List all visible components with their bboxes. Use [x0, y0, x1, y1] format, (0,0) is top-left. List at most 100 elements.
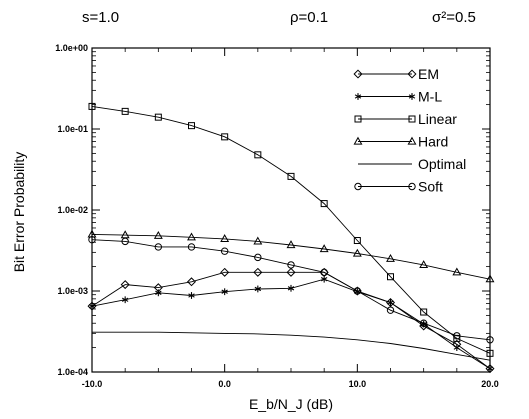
- data-point-m-l: [254, 285, 262, 293]
- param-sigma: σ²=0.5: [432, 9, 476, 26]
- legend-marker: [408, 115, 416, 123]
- data-point-hard: [452, 267, 462, 276]
- legend-marker: [407, 136, 417, 145]
- param-rho: ρ=0.1: [290, 9, 328, 26]
- data-point-hard: [419, 260, 429, 269]
- data-point-m-l: [387, 299, 394, 306]
- series-optimal: [92, 331, 491, 361]
- series-line-optimal: [92, 331, 491, 361]
- x-tick-label: 20.0: [481, 379, 499, 389]
- legend-label: EM: [418, 66, 439, 82]
- legend-entry-soft: Soft: [354, 179, 443, 195]
- legend-entry-m-l: M-L: [354, 89, 442, 105]
- data-point-linear: [154, 113, 162, 121]
- data-point-linear: [387, 273, 394, 281]
- data-point-m-l: [155, 289, 162, 297]
- data-point-linear: [420, 308, 428, 316]
- y-tick-label: 1.0e-04: [57, 367, 88, 377]
- data-point-em: [120, 280, 130, 290]
- data-point-linear: [320, 200, 328, 208]
- data-point-soft: [386, 306, 395, 314]
- data-point-hard: [153, 230, 163, 239]
- legend: EM M-L Linear Hard Optimal Soft: [353, 66, 466, 195]
- data-point-soft: [88, 235, 96, 244]
- data-point-linear: [353, 237, 361, 245]
- data-point-m-l: [188, 292, 195, 299]
- data-point-linear: [188, 122, 195, 130]
- data-point-soft: [121, 237, 129, 246]
- data-point-soft: [154, 243, 163, 251]
- legend-entry-em: EM: [353, 66, 439, 82]
- series-linear: [88, 102, 494, 357]
- data-point-hard: [253, 236, 263, 245]
- data-point-linear: [221, 133, 229, 141]
- series-line-m-l: [91, 278, 491, 369]
- data-point-soft: [254, 253, 262, 262]
- legend-label: Optimal: [418, 156, 466, 172]
- data-point-hard: [286, 240, 296, 249]
- data-point-soft: [287, 261, 295, 269]
- legend-entry-hard: Hard: [353, 134, 448, 150]
- data-point-em: [253, 267, 263, 277]
- data-point-linear: [121, 107, 129, 115]
- y-axis-label: Bit Error Probability: [11, 152, 27, 273]
- series-line-hard: [91, 233, 491, 280]
- param-s: s=1.0: [82, 9, 119, 26]
- data-point-linear: [88, 102, 96, 110]
- data-point-linear: [287, 172, 295, 180]
- data-point-m-l: [453, 344, 461, 352]
- data-point-m-l: [88, 302, 96, 310]
- x-tick-label: 10.0: [349, 379, 367, 389]
- y-tick-label: 1.0e-02: [57, 205, 88, 215]
- legend-entry-optimal: Optimal: [358, 156, 466, 172]
- legend-label: Hard: [418, 134, 448, 150]
- series-em: [87, 267, 495, 374]
- data-point-linear: [254, 151, 262, 159]
- y-tick-label: 1.0e-03: [57, 286, 88, 296]
- data-point-hard: [386, 253, 395, 262]
- data-point-soft: [486, 336, 494, 344]
- y-axis: 1.0e-04 1.0e-03 1.0e-02 1.0e-01 1.0e+00: [55, 43, 490, 377]
- data-point-m-l: [320, 275, 328, 283]
- data-point-hard: [485, 274, 495, 283]
- data-point-em: [220, 267, 230, 277]
- legend-label: Linear: [418, 111, 457, 127]
- series-line-soft: [91, 239, 491, 341]
- data-point-linear: [486, 349, 494, 357]
- data-point-hard: [187, 232, 196, 241]
- legend-marker: [354, 115, 362, 123]
- legend-marker: [353, 69, 363, 79]
- data-point-soft: [419, 319, 428, 327]
- legend-label: M-L: [418, 89, 442, 105]
- legend-label: Soft: [418, 179, 443, 195]
- data-point-soft: [353, 287, 362, 295]
- legend-marker: [408, 182, 416, 191]
- y-tick-label: 1.0e+00: [55, 43, 88, 53]
- series-layer: [87, 102, 495, 374]
- data-point-soft: [453, 332, 461, 340]
- x-tick-label: 0.0: [218, 379, 231, 389]
- x-tick-label: -10.0: [82, 379, 103, 389]
- data-point-m-l: [287, 284, 295, 292]
- data-point-m-l: [221, 288, 228, 296]
- data-point-hard: [352, 248, 362, 257]
- legend-marker: [354, 93, 362, 100]
- series-m-l: [88, 275, 494, 373]
- series-soft: [88, 235, 494, 344]
- y-tick-label: 1.0e-01: [57, 124, 88, 134]
- x-axis-label: E_b/N_J (dB): [249, 396, 333, 412]
- legend-marker: [354, 182, 362, 191]
- data-point-m-l: [121, 296, 129, 304]
- series-hard: [87, 229, 495, 283]
- legend-marker: [408, 93, 416, 100]
- legend-marker: [353, 136, 363, 145]
- data-point-soft: [220, 247, 229, 255]
- data-point-soft: [320, 268, 328, 277]
- series-line-linear: [91, 105, 491, 354]
- data-point-em: [186, 277, 197, 287]
- legend-entry-linear: Linear: [354, 111, 457, 127]
- data-point-hard: [120, 230, 130, 239]
- data-point-em: [286, 267, 296, 277]
- data-point-hard: [319, 244, 329, 253]
